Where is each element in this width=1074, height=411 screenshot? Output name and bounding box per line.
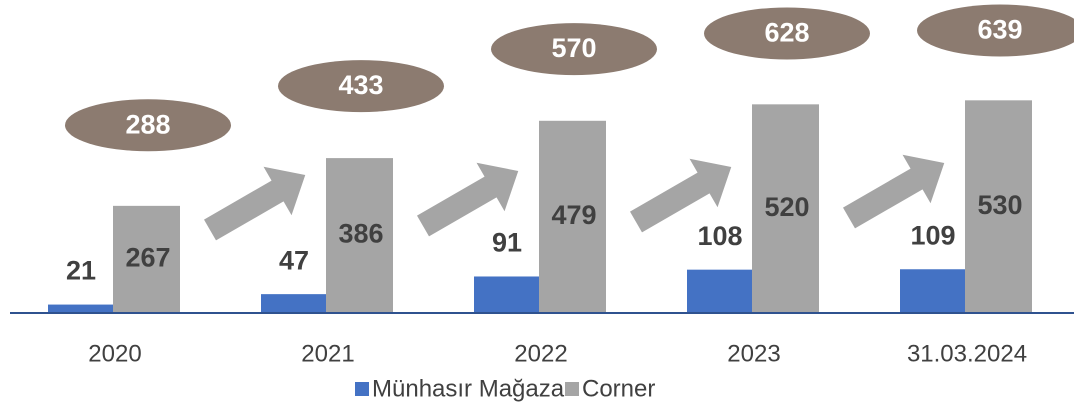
data-label: 21	[66, 256, 96, 286]
total-label: 433	[338, 70, 383, 100]
data-label: 520	[764, 192, 809, 222]
data-label: 479	[551, 200, 596, 230]
data-label: 267	[125, 243, 170, 273]
bar	[752, 104, 819, 313]
arrow	[630, 158, 732, 233]
arrow	[417, 162, 519, 237]
x-tick-label: 2020	[88, 340, 141, 367]
bar	[326, 158, 393, 313]
arrow	[204, 166, 306, 241]
bar	[48, 304, 113, 313]
legend-label: Münhasır Mağaza	[372, 375, 565, 402]
bar	[539, 120, 606, 314]
bar	[687, 269, 752, 313]
bar	[900, 269, 965, 313]
total-label: 570	[551, 33, 596, 63]
x-tick-label: 2022	[514, 340, 567, 367]
data-label: 47	[279, 245, 309, 275]
total-label: 639	[977, 15, 1022, 45]
x-tick-label: 31.03.2024	[907, 340, 1027, 367]
legend-swatch	[355, 382, 369, 396]
total-bubble	[65, 99, 231, 152]
bar	[113, 205, 180, 313]
data-label: 386	[338, 219, 383, 249]
x-tick-label: 2023	[727, 340, 780, 367]
total-bubble	[278, 60, 444, 113]
total-bubble	[917, 4, 1074, 57]
total-bubble	[491, 23, 657, 76]
bar	[965, 100, 1032, 313]
data-label: 91	[492, 228, 522, 258]
total-label: 628	[764, 18, 809, 48]
data-label: 109	[910, 220, 955, 250]
legend-label: Corner	[582, 375, 655, 402]
total-label: 288	[125, 109, 170, 139]
bar	[261, 294, 326, 313]
legend-swatch	[565, 382, 579, 396]
x-tick-label: 2021	[301, 340, 354, 367]
arrow	[843, 154, 945, 229]
data-label: 108	[697, 221, 742, 251]
total-bubble	[704, 7, 870, 60]
bar	[474, 276, 539, 313]
data-label: 530	[977, 190, 1022, 220]
